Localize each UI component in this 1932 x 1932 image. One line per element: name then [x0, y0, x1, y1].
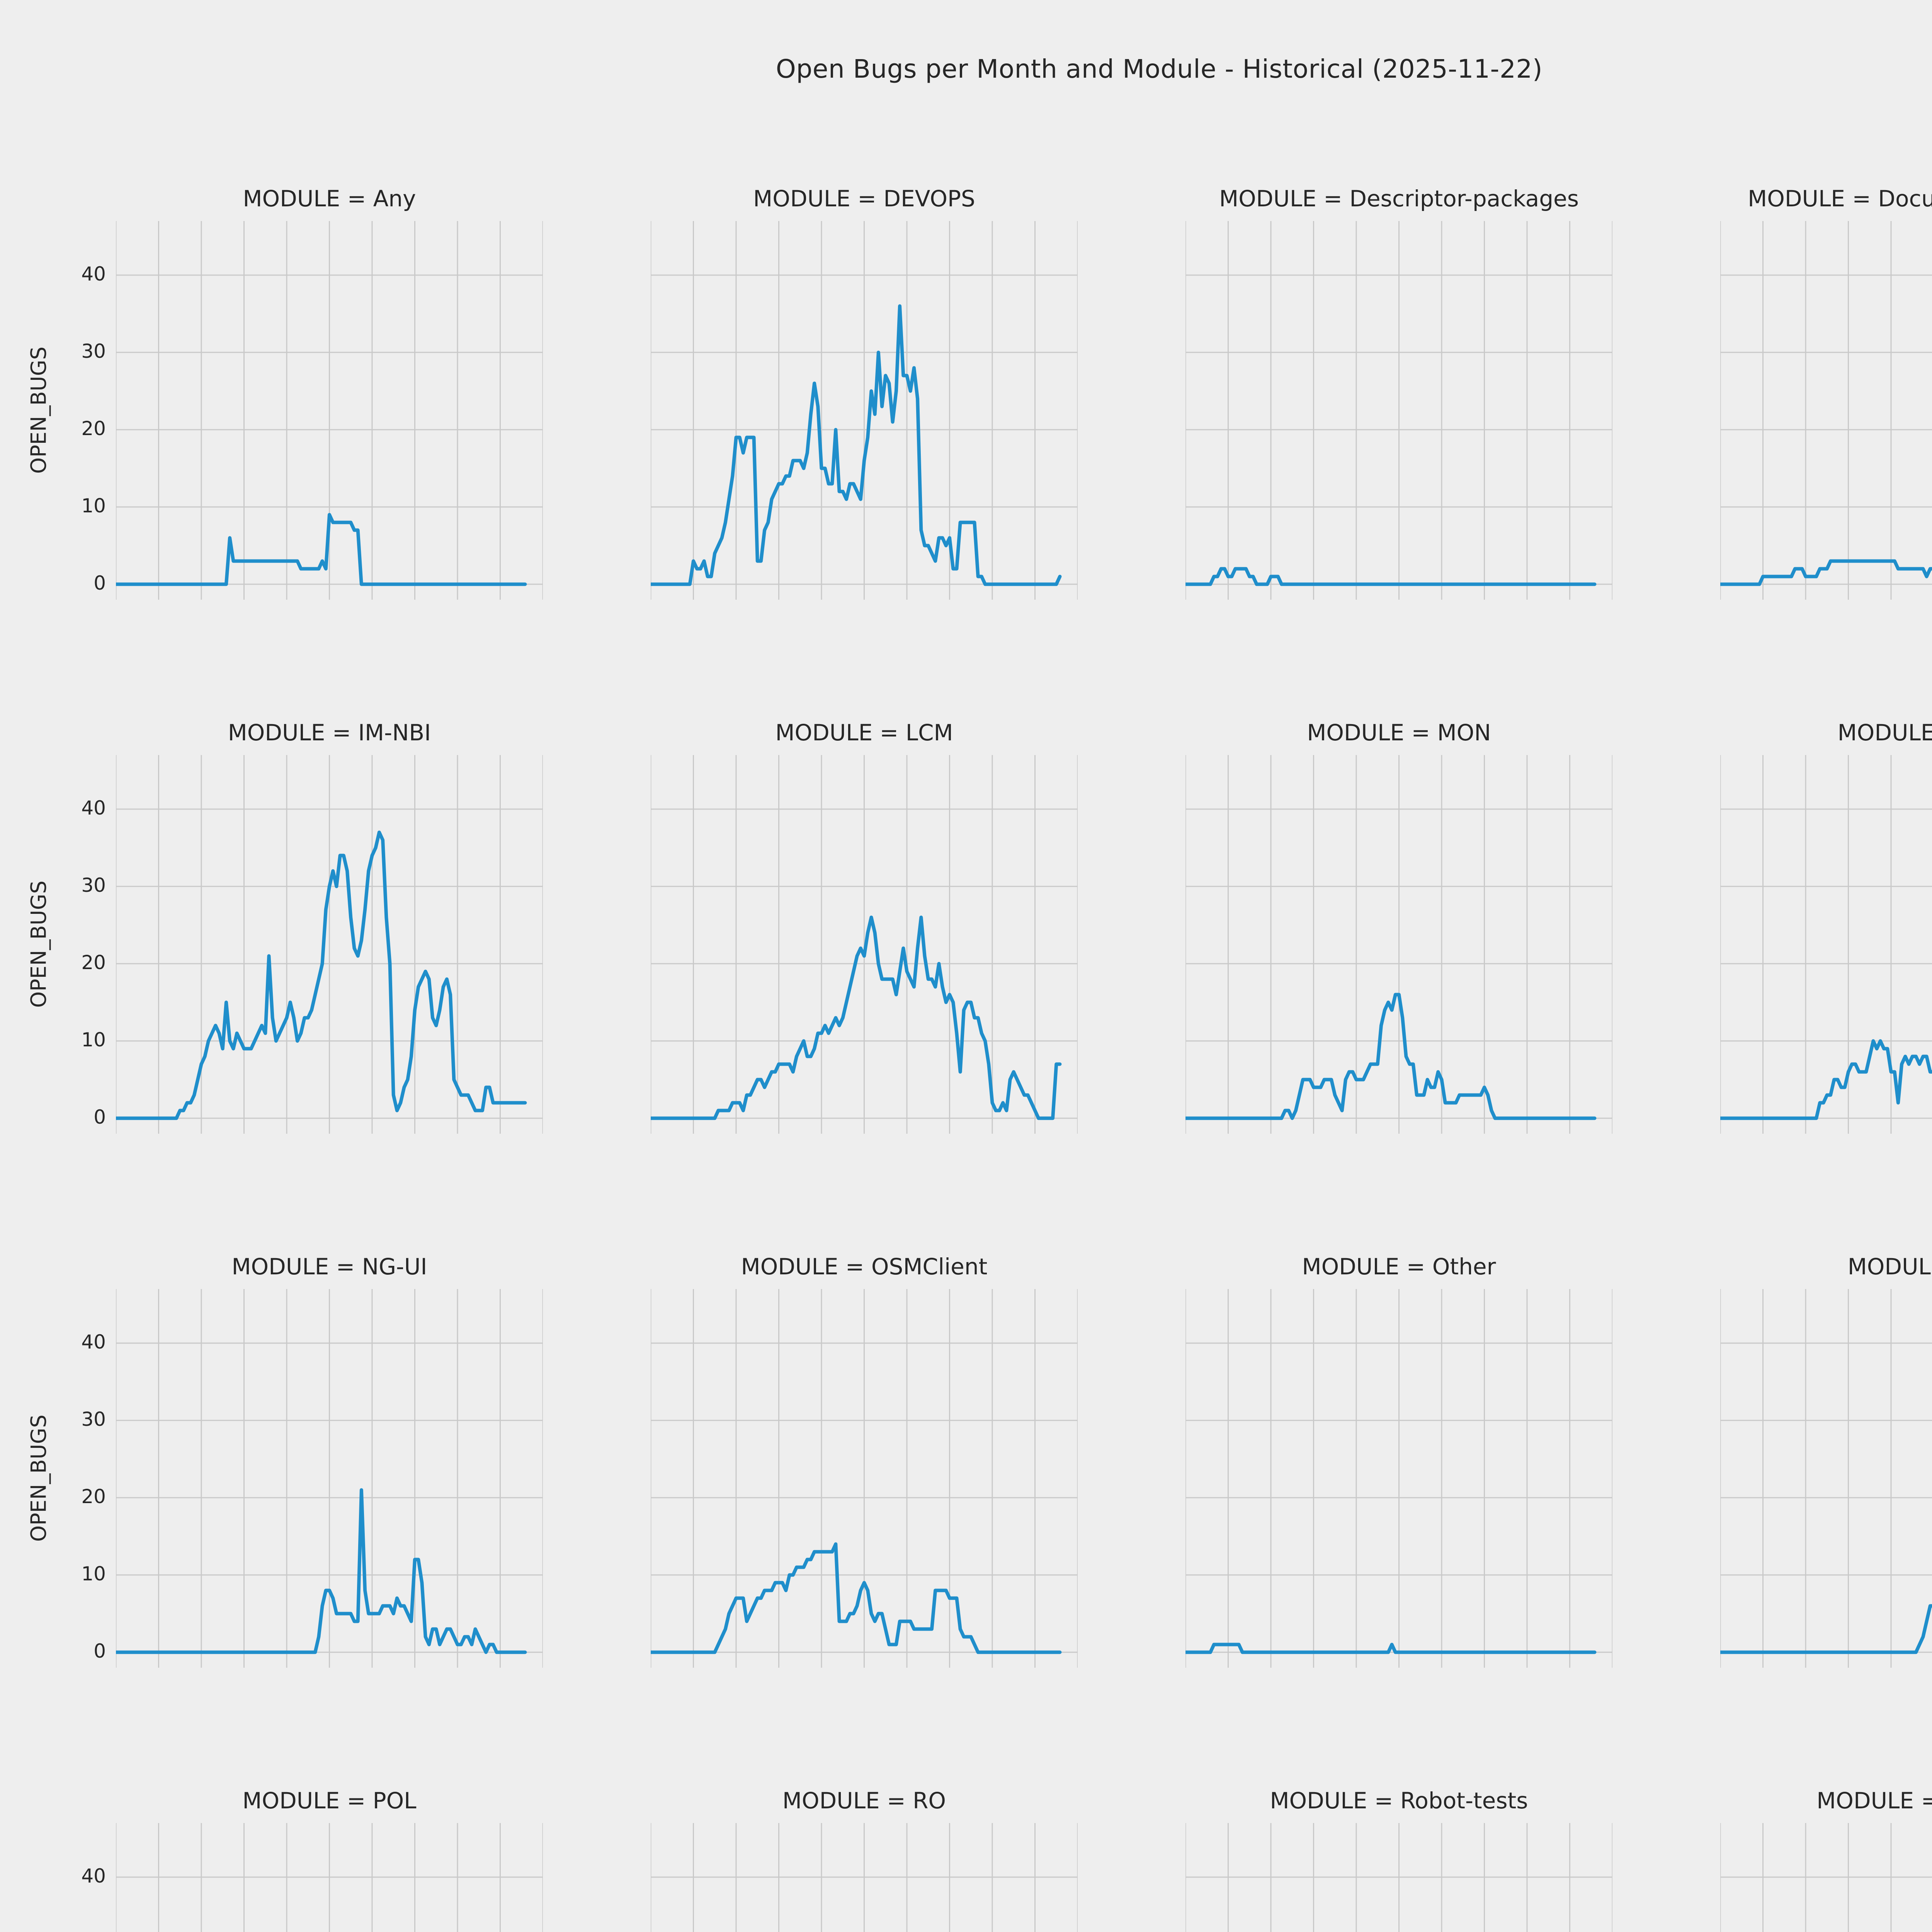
data-line-mon	[1184, 993, 1597, 1120]
facet-title: MODULE = Robot-tests	[1270, 1787, 1528, 1814]
plot-svg	[1718, 755, 1932, 1134]
y-tick-label: 20	[81, 1485, 106, 1508]
facet-title: MODULE = IM-NBI	[228, 719, 431, 746]
gridlines	[1185, 221, 1613, 600]
gridlines	[115, 221, 544, 600]
data-line-descriptor-packages	[1184, 567, 1597, 586]
y-tick-label: 10	[81, 495, 106, 517]
y-tick-label: 30	[81, 874, 106, 896]
facet-title: MODULE = POL	[242, 1787, 417, 1814]
facet-title: MODULE = OSMClient	[741, 1253, 988, 1280]
y-tick-label: 40	[81, 1865, 106, 1887]
plot-svg	[650, 1823, 1078, 1932]
facet-title: MODULE = Any	[243, 185, 416, 212]
y-tick-label: 0	[94, 572, 106, 594]
plot-area	[1184, 755, 1613, 1134]
facet-title: MODULE = DEVOPS	[753, 185, 975, 212]
plot-svg	[649, 755, 1078, 1134]
gridlines	[1185, 1823, 1613, 1932]
facet-title: MODULE = N2VC	[1837, 719, 1932, 746]
plot-svg	[1184, 221, 1613, 600]
plot-area	[649, 755, 1078, 1134]
plot-area	[115, 1823, 544, 1932]
data-line-ng-ui	[114, 1488, 527, 1654]
y-tick-label: 30	[81, 1408, 106, 1430]
plot-area	[649, 221, 1078, 600]
data-line-im-nbi	[114, 830, 527, 1120]
plot-svg	[114, 755, 544, 1134]
y-tick-label: 10	[81, 1029, 106, 1051]
gridlines	[115, 755, 544, 1134]
plot-svg	[114, 221, 544, 600]
y-tick-label: 20	[81, 951, 106, 974]
plot-svg	[1719, 1823, 1932, 1932]
y-tick-label: 20	[81, 417, 106, 440]
gridlines	[115, 1289, 544, 1668]
plot-area	[1718, 1289, 1932, 1668]
plot-svg	[1718, 1289, 1932, 1668]
data-line-other	[1184, 1643, 1597, 1654]
y-tick-label: 40	[81, 1331, 106, 1353]
plot-area	[1718, 755, 1932, 1134]
facet-title: MODULE = RO	[782, 1787, 946, 1814]
facet-title: MODULE = Unknown	[1816, 1787, 1932, 1814]
plot-area	[650, 1823, 1078, 1932]
plot-area	[1185, 1823, 1613, 1932]
plot-svg	[649, 1289, 1078, 1668]
plot-area	[649, 1289, 1078, 1668]
plot-svg	[1185, 1823, 1613, 1932]
plot-area	[1718, 221, 1932, 600]
plot-area	[1719, 1823, 1932, 1932]
y-axis-label: OPEN_BUGS	[26, 880, 51, 1008]
plot-area	[114, 1289, 544, 1668]
data-line-osmclient	[649, 1542, 1062, 1654]
page-title: Open Bugs per Month and Module - Histori…	[776, 54, 1543, 84]
gridlines	[1185, 1289, 1613, 1668]
gridlines	[1719, 221, 1932, 600]
gridlines	[650, 1823, 1078, 1932]
y-axis-label: OPEN_BUGS	[26, 1414, 51, 1542]
y-tick-label: 0	[94, 1640, 106, 1662]
facet-title: MODULE = PLA	[1847, 1253, 1932, 1280]
gridlines	[650, 755, 1078, 1134]
y-tick-label: 40	[81, 263, 106, 285]
facet-title: MODULE = MON	[1307, 719, 1491, 746]
facet-title: MODULE = NG-UI	[231, 1253, 427, 1280]
plot-svg	[114, 1289, 544, 1668]
facet-title: MODULE = Descriptor-packages	[1219, 185, 1579, 212]
data-line-n2vc	[1718, 1039, 1932, 1120]
gridlines	[1719, 1289, 1932, 1668]
gridlines	[1719, 1823, 1932, 1932]
data-line-devops	[649, 304, 1062, 586]
plot-svg	[1718, 221, 1932, 600]
facet-title: MODULE = Documentation / Wiki	[1748, 185, 1932, 212]
gridlines	[1185, 755, 1613, 1134]
data-line-any	[114, 513, 527, 586]
plot-area	[114, 755, 544, 1134]
gridlines	[650, 221, 1078, 600]
y-axis-label: OPEN_BUGS	[26, 346, 51, 474]
data-line-documentation-wiki	[1718, 559, 1932, 586]
y-tick-label: 10	[81, 1563, 106, 1585]
plot-svg	[1184, 1289, 1613, 1668]
plot-svg	[1184, 755, 1613, 1134]
y-tick-label: 30	[81, 340, 106, 362]
data-line-lcm	[649, 915, 1062, 1120]
facet-title: MODULE = Other	[1302, 1253, 1496, 1280]
data-line-pla	[1718, 1604, 1932, 1654]
plot-svg	[649, 221, 1078, 600]
plot-area	[114, 221, 544, 600]
plot-area	[1184, 1289, 1613, 1668]
gridlines	[115, 1823, 544, 1932]
y-axis-label: OPEN_BUGS	[27, 1823, 51, 1932]
facet-title: MODULE = LCM	[775, 719, 953, 746]
y-tick-label: 0	[94, 1106, 106, 1128]
plot-svg	[115, 1823, 544, 1932]
y-tick-label: 40	[81, 797, 106, 819]
plot-area	[1184, 221, 1613, 600]
gridlines	[650, 1289, 1078, 1668]
